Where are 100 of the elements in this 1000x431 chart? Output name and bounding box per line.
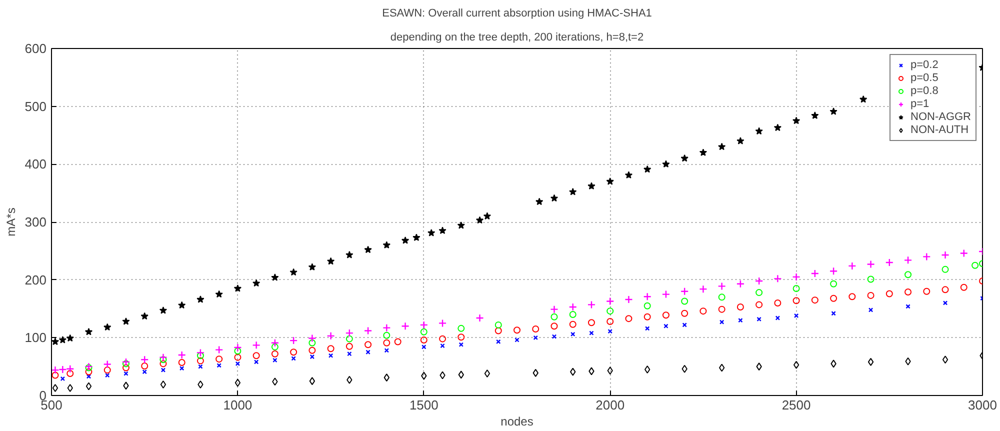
point	[346, 335, 353, 342]
point	[346, 342, 353, 350]
point	[643, 292, 652, 301]
point	[941, 250, 950, 260]
point	[570, 368, 576, 376]
point	[811, 112, 819, 119]
legend-label: p=0.5	[910, 72, 938, 84]
point	[290, 268, 298, 276]
point	[422, 344, 426, 350]
point	[483, 212, 492, 220]
point	[608, 328, 612, 334]
point	[67, 384, 73, 392]
point	[160, 380, 166, 389]
point	[160, 356, 167, 364]
point	[215, 290, 223, 298]
point	[272, 378, 278, 386]
point	[457, 221, 465, 229]
point	[624, 171, 633, 178]
point	[104, 372, 110, 378]
point	[383, 339, 390, 346]
y-tick-label: 100	[24, 330, 47, 346]
legend-label: p=1	[910, 98, 930, 110]
point	[867, 276, 874, 283]
point	[885, 258, 894, 267]
point	[52, 366, 60, 374]
point	[252, 341, 260, 350]
point	[328, 353, 334, 358]
point	[401, 236, 410, 244]
point	[700, 308, 707, 315]
point	[123, 382, 129, 390]
point	[366, 350, 370, 354]
point	[122, 364, 130, 372]
point	[196, 357, 204, 364]
point	[960, 284, 968, 291]
point	[922, 252, 931, 261]
point	[394, 338, 402, 346]
y-tick-label: 200	[24, 272, 47, 288]
point	[458, 342, 464, 347]
point	[644, 326, 650, 331]
point	[103, 360, 112, 368]
point	[458, 370, 464, 379]
point	[290, 348, 298, 356]
point	[308, 346, 316, 354]
point	[681, 298, 688, 305]
point	[972, 262, 979, 269]
point	[923, 288, 930, 295]
point	[142, 369, 147, 374]
point	[662, 312, 670, 319]
point	[606, 308, 614, 315]
point	[848, 293, 856, 300]
point	[122, 360, 130, 368]
point	[496, 339, 501, 344]
legend-label: NON-AUTH	[910, 124, 969, 136]
point	[718, 364, 725, 372]
point	[308, 339, 316, 346]
legend-label: NON-AGGR	[910, 111, 971, 123]
point	[420, 336, 428, 344]
point	[607, 366, 613, 375]
point	[196, 295, 204, 303]
point	[533, 335, 538, 340]
point	[85, 368, 92, 376]
point	[216, 363, 222, 368]
point	[198, 380, 204, 389]
point	[234, 354, 242, 361]
point	[326, 332, 335, 340]
point	[159, 353, 168, 362]
point	[793, 360, 800, 369]
y-tick-label: 600	[24, 41, 47, 56]
point	[736, 280, 745, 288]
point	[588, 367, 594, 376]
point	[587, 300, 596, 309]
point	[866, 260, 875, 268]
point	[438, 226, 446, 234]
point	[792, 285, 800, 292]
point	[382, 324, 391, 332]
point	[178, 350, 186, 360]
point	[756, 301, 763, 308]
point	[831, 311, 836, 316]
point	[66, 334, 74, 342]
point	[942, 266, 949, 273]
point	[420, 320, 428, 330]
point	[254, 360, 259, 364]
point	[756, 316, 762, 322]
point	[680, 287, 689, 296]
point	[625, 315, 632, 322]
point	[476, 216, 484, 224]
point	[811, 296, 818, 304]
point	[960, 249, 968, 258]
point	[868, 308, 874, 312]
point	[699, 284, 708, 294]
x-tick-label: 1500	[409, 398, 438, 412]
point	[428, 228, 436, 236]
point	[160, 368, 166, 372]
point	[347, 351, 352, 356]
point	[550, 194, 558, 202]
point	[792, 272, 800, 282]
point	[606, 297, 614, 306]
point	[159, 306, 168, 314]
point	[756, 362, 762, 371]
point	[198, 364, 203, 369]
